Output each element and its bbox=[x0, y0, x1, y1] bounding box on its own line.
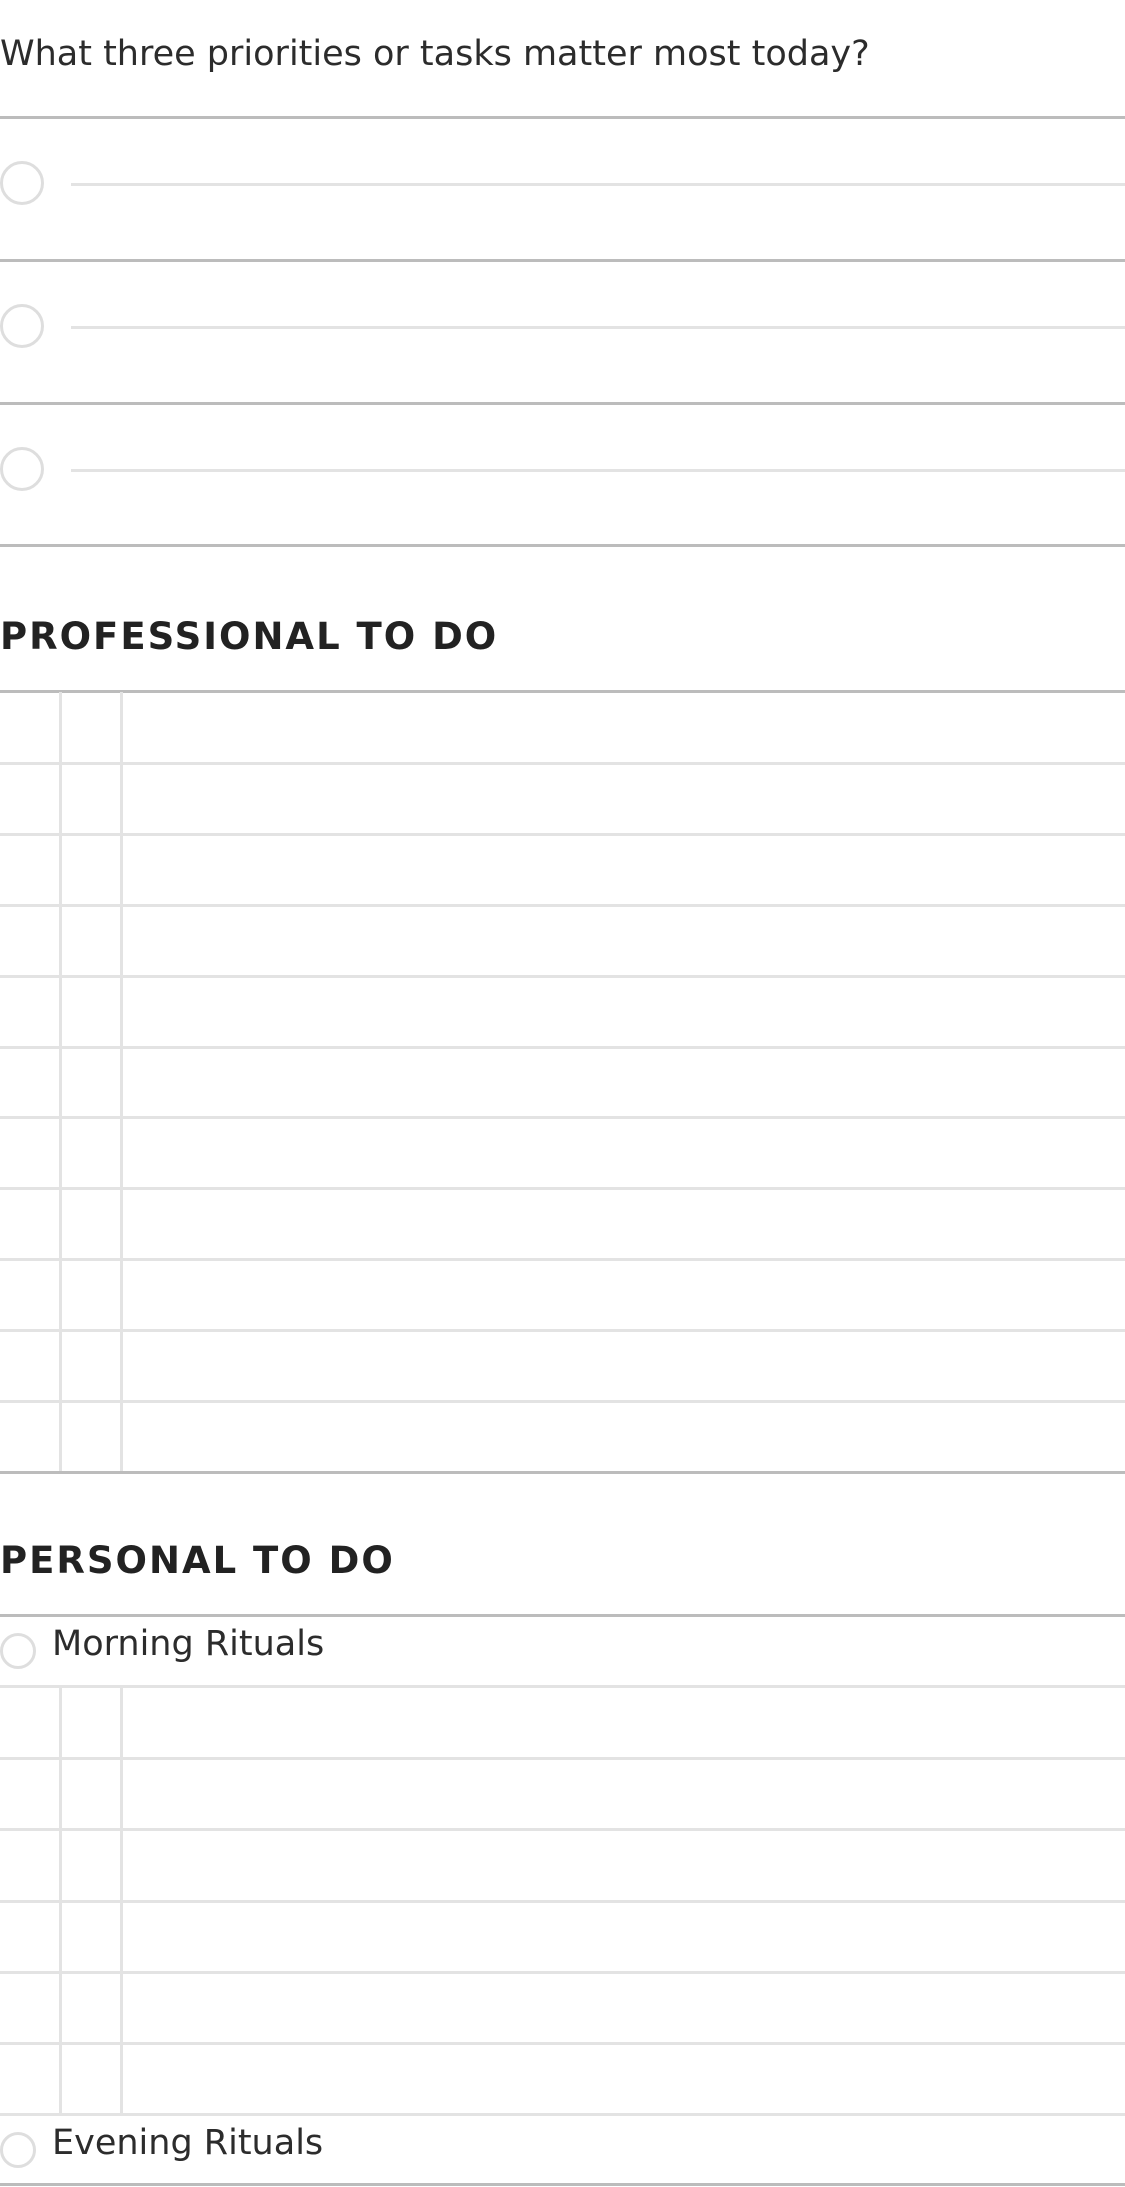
divider bbox=[0, 544, 1125, 547]
priority-input-line-2[interactable] bbox=[71, 326, 1125, 329]
rule bbox=[0, 1685, 1125, 1688]
morning-rituals-row-line bbox=[0, 1757, 1125, 1760]
professional-todo-task-row[interactable] bbox=[123, 1332, 1125, 1399]
morning-rituals-checkbox[interactable] bbox=[0, 1633, 36, 1669]
morning-rituals-task-row[interactable] bbox=[123, 1903, 1125, 1970]
professional-todo-task-row[interactable] bbox=[123, 694, 1125, 761]
priority-input-line-1[interactable] bbox=[71, 183, 1125, 186]
priority-row-2[interactable] bbox=[0, 261, 1125, 403]
morning-rituals-row-line bbox=[0, 2042, 1125, 2045]
professional-todo-row-line bbox=[0, 762, 1125, 765]
professional-todo-row-line bbox=[0, 975, 1125, 978]
morning-rituals-label: Morning Rituals bbox=[52, 1624, 325, 1664]
priority-input-line-3[interactable] bbox=[71, 469, 1125, 472]
professional-todo-row-line bbox=[0, 1329, 1125, 1332]
evening-rituals-label: Evening Rituals bbox=[52, 2123, 324, 2163]
morning-rituals-row-line bbox=[0, 1971, 1125, 1974]
professional-todo-title: PROFESSIONAL TO DO bbox=[0, 615, 499, 658]
divider bbox=[0, 1614, 1125, 1617]
divider bbox=[0, 1471, 1125, 1474]
professional-todo-task-row[interactable] bbox=[123, 1261, 1125, 1328]
professional-todo-row-line bbox=[0, 1187, 1125, 1190]
professional-todo-task-row[interactable] bbox=[123, 765, 1125, 832]
priorities-question: What three priorities or tasks matter mo… bbox=[0, 34, 870, 74]
divider bbox=[0, 690, 1125, 693]
professional-todo-task-row[interactable] bbox=[123, 1119, 1125, 1186]
professional-todo-task-row[interactable] bbox=[123, 1190, 1125, 1257]
professional-todo-row-line bbox=[0, 1046, 1125, 1049]
professional-todo-task-row[interactable] bbox=[123, 836, 1125, 903]
professional-todo-row-line bbox=[0, 904, 1125, 907]
professional-todo-row-line bbox=[0, 1258, 1125, 1261]
professional-todo-task-row[interactable] bbox=[123, 907, 1125, 974]
divider bbox=[0, 116, 1125, 119]
evening-rituals-row[interactable]: Evening Rituals bbox=[0, 2115, 1125, 2183]
professional-todo-task-row[interactable] bbox=[123, 1049, 1125, 1116]
morning-rituals-row-line bbox=[0, 1900, 1125, 1903]
priority-checkbox-2[interactable] bbox=[0, 304, 44, 348]
morning-rituals-task-row[interactable] bbox=[123, 2045, 1125, 2112]
professional-todo-row-line bbox=[0, 1116, 1125, 1119]
priority-row-1[interactable] bbox=[0, 118, 1125, 260]
professional-todo-grid[interactable] bbox=[0, 692, 1125, 1472]
task-column-divider bbox=[120, 692, 123, 1472]
professional-todo-row-line bbox=[0, 833, 1125, 836]
divider bbox=[0, 259, 1125, 262]
morning-rituals-task-row[interactable] bbox=[123, 1760, 1125, 1827]
morning-rituals-row-line bbox=[0, 1828, 1125, 1831]
morning-rituals-grid[interactable] bbox=[0, 1687, 1125, 2114]
morning-rituals-task-row[interactable] bbox=[123, 1689, 1125, 1756]
morning-rituals-task-row[interactable] bbox=[123, 1831, 1125, 1898]
priority-checkbox-3[interactable] bbox=[0, 447, 44, 491]
checkbox-column-divider bbox=[59, 692, 62, 1472]
priority-row-3[interactable] bbox=[0, 404, 1125, 546]
divider bbox=[0, 2183, 1125, 2186]
morning-rituals-task-row[interactable] bbox=[123, 1974, 1125, 2041]
rule bbox=[0, 2113, 1125, 2116]
priority-checkbox-1[interactable] bbox=[0, 161, 44, 205]
professional-todo-row-line bbox=[0, 1400, 1125, 1403]
personal-todo-title: PERSONAL TO DO bbox=[0, 1539, 395, 1582]
professional-todo-task-row[interactable] bbox=[123, 978, 1125, 1045]
divider bbox=[0, 402, 1125, 405]
professional-todo-task-row[interactable] bbox=[123, 1403, 1125, 1470]
evening-rituals-checkbox[interactable] bbox=[0, 2132, 36, 2168]
morning-rituals-row[interactable]: Morning Rituals bbox=[0, 1616, 1125, 1684]
